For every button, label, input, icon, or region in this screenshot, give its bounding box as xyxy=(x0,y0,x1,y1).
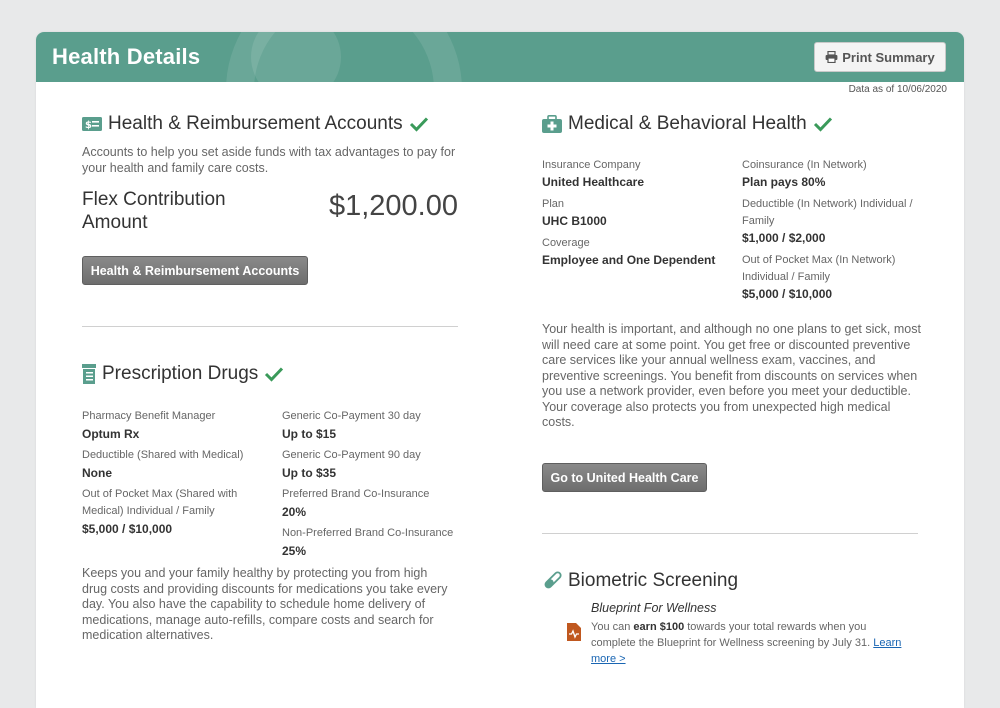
rx-nonpreferred-value: 25% xyxy=(282,544,307,558)
med-coverage-label: Coverage xyxy=(542,237,590,249)
test-tube-icon xyxy=(542,571,562,591)
rx-oop-value: $5,000 / $10,000 xyxy=(82,522,173,536)
header-bar: Health Details Print Summary xyxy=(36,32,964,82)
flex-contribution-label: Flex Contribution Amount xyxy=(82,189,226,233)
biometric-text-before: You can xyxy=(591,621,634,633)
health-details-card: Health Details Print Summary Data as of … xyxy=(36,32,964,708)
rx-preferred-label: Preferred Brand Co-Insurance xyxy=(282,488,430,500)
biometric-program-name: Blueprint For Wellness xyxy=(591,601,717,615)
med-insurance-label: Insurance Company xyxy=(542,159,641,171)
hra-description: Accounts to help you set aside funds wit… xyxy=(82,145,456,175)
biometric-description: You can earn $100 towards your total rew… xyxy=(591,619,913,667)
rx-deductible-label: Deductible (Shared with Medical) xyxy=(82,449,244,461)
check-icon xyxy=(409,116,429,132)
svg-text:$: $ xyxy=(85,120,92,131)
medical-title: Medical & Behavioral Health xyxy=(568,113,807,134)
biometric-title: Biometric Screening xyxy=(568,570,739,591)
page-title: Health Details xyxy=(52,44,201,69)
hra-title: Health & Reimbursement Accounts xyxy=(108,113,403,134)
med-plan-label: Plan xyxy=(542,198,565,210)
med-coverage-value: Employee and One Dependent xyxy=(542,253,716,267)
united-health-care-button[interactable]: Go to United Health Care xyxy=(542,463,707,492)
med-deductible-value: $1,000 / $2,000 xyxy=(742,231,826,245)
medical-kit-icon xyxy=(542,115,562,133)
biometric-reward-amount: earn $100 xyxy=(633,621,685,633)
learn-more-link[interactable]: Learn more > xyxy=(591,637,902,665)
flex-contribution-amount: $1,200.00 xyxy=(328,190,458,222)
pharmacy-bottle-icon xyxy=(82,364,96,384)
rx-preferred-value: 20% xyxy=(282,505,307,519)
medical-description: Your health is important, and although n… xyxy=(542,322,921,429)
rx-generic90-label: Generic Co-Payment 90 day xyxy=(282,449,421,461)
hra-title-row: $ Health & Reimbursement Accounts xyxy=(82,113,429,135)
rx-generic90-value: Up to $35 xyxy=(282,466,337,480)
med-coinsurance-value: Plan pays 80% xyxy=(742,175,826,189)
header-decoration-inner xyxy=(251,32,341,82)
rx-generic30-label: Generic Co-Payment 30 day xyxy=(282,410,421,422)
rx-generic30-value: Up to $15 xyxy=(282,427,337,441)
biometric-text-after: towards your total rewards when you comp… xyxy=(591,621,874,649)
med-insurance-value: United Healthcare xyxy=(542,175,645,189)
med-oop-value: $5,000 / $10,000 xyxy=(742,287,833,301)
rx-nonpreferred-label: Non-Preferred Brand Co-Insurance xyxy=(282,527,454,539)
check-icon xyxy=(264,366,284,382)
rx-title: Prescription Drugs xyxy=(102,363,259,384)
print-summary-label: Print Summary xyxy=(842,49,935,65)
med-coinsurance-label: Coinsurance (In Network) xyxy=(742,159,867,171)
print-summary-button[interactable]: Print Summary xyxy=(814,42,946,72)
health-chart-icon xyxy=(567,623,581,646)
printer-icon xyxy=(825,51,838,63)
rx-pbm-value: Optum Rx xyxy=(82,427,140,441)
data-as-of: Data as of 10/06/2020 xyxy=(848,84,947,95)
rx-title-row: Prescription Drugs xyxy=(82,363,284,385)
rx-deductible-value: None xyxy=(82,466,112,480)
med-oop-label: Out of Pocket Max (In Network) Individua… xyxy=(742,254,896,283)
money-card-icon: $ xyxy=(82,117,102,131)
hra-accounts-button[interactable]: Health & Reimbursement Accounts xyxy=(82,256,308,285)
med-plan-value: UHC B1000 xyxy=(542,214,607,228)
check-icon xyxy=(813,116,833,132)
section-divider xyxy=(542,533,918,534)
medical-title-row: Medical & Behavioral Health xyxy=(542,113,833,135)
rx-oop-label: Out of Pocket Max (Shared with Medical) … xyxy=(82,488,238,517)
med-deductible-label: Deductible (In Network) Individual / Fam… xyxy=(742,198,913,227)
rx-description: Keeps you and your family healthy by pro… xyxy=(82,566,448,642)
biometric-title-row: Biometric Screening xyxy=(542,570,738,592)
section-divider xyxy=(82,326,458,327)
rx-pbm-label: Pharmacy Benefit Manager xyxy=(82,410,216,422)
